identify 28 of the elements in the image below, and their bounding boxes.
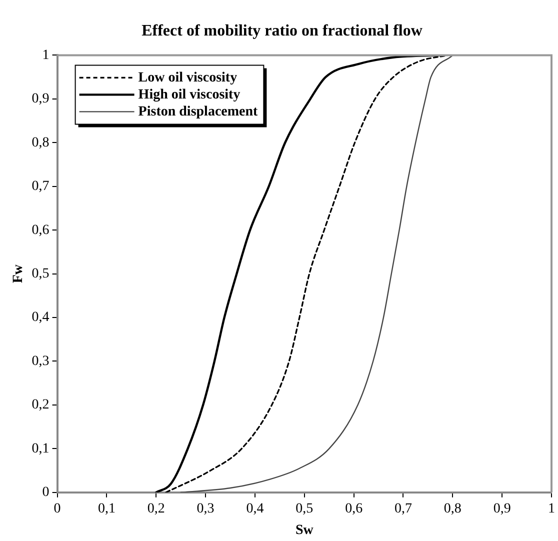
legend-label: Low oil viscosity xyxy=(138,70,238,86)
x-tick-label: 0 xyxy=(54,501,61,516)
y-tick-label: 0,4 xyxy=(32,310,50,326)
y-tick-label: 0,3 xyxy=(32,354,50,369)
legend-label: High oil viscosity xyxy=(138,87,240,102)
y-tick-label: 0,6 xyxy=(32,222,50,238)
legend-label: Piston displacement xyxy=(138,104,258,120)
x-axis-title: Sw xyxy=(295,523,314,538)
y-tick-label: 0,5 xyxy=(32,266,50,282)
y-tick-label: 0,2 xyxy=(32,398,50,413)
y-tick-label: 0,8 xyxy=(32,135,50,150)
x-tick-label: 0,4 xyxy=(246,501,264,516)
chart-title: Effect of mobility ratio on fractional flow xyxy=(142,22,423,40)
x-tick-label: 0,3 xyxy=(196,501,214,516)
x-tick-label: 0,7 xyxy=(394,501,412,516)
x-tick-label: 0,9 xyxy=(493,501,511,516)
x-tick-label: 1 xyxy=(548,501,555,516)
x-tick-label: 0,8 xyxy=(444,501,462,516)
x-tick-label: 0,2 xyxy=(147,501,165,516)
y-axis-title: Fw xyxy=(11,264,26,284)
x-tick-label: 0,5 xyxy=(296,501,314,516)
x-tick-label: 0,6 xyxy=(345,501,363,516)
y-tick-label: 1 xyxy=(42,48,50,63)
x-tick-label: 0,1 xyxy=(98,501,116,516)
y-tick-label: 0,7 xyxy=(32,179,50,194)
y-tick-label: 0 xyxy=(42,485,50,500)
y-tick-label: 0,1 xyxy=(32,441,50,456)
y-tick-label: 0,9 xyxy=(32,92,50,107)
